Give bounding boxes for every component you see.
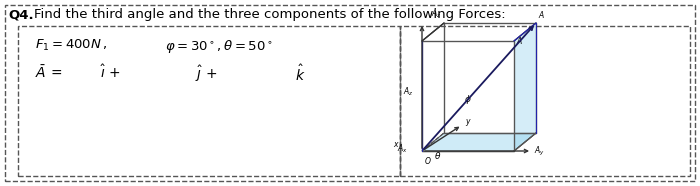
Text: $A_x$: $A_x$ [397,143,408,155]
Text: $\hat{\imath}\,+$: $\hat{\imath}\,+$ [100,64,121,81]
Text: $F_1 = 400N\,,$: $F_1 = 400N\,,$ [35,38,107,53]
Text: $\varphi = 30^\circ,\theta = 50^\circ$: $\varphi = 30^\circ,\theta = 50^\circ$ [165,38,273,55]
Text: $A_y$: $A_y$ [534,145,545,158]
Text: $\bar{A}\,=$: $\bar{A}\,=$ [35,64,62,81]
Polygon shape [514,23,536,151]
Text: $\hat{\jmath}\,+$: $\hat{\jmath}\,+$ [195,64,218,84]
Text: $\theta$: $\theta$ [434,150,441,161]
Text: $\hat{k}$: $\hat{k}$ [295,64,305,84]
Text: Find the third angle and the three components of the following Forces:: Find the third angle and the three compo… [34,8,505,21]
Text: $\phi$: $\phi$ [464,93,472,106]
Text: $O$: $O$ [424,155,432,166]
Text: $A$: $A$ [538,9,545,20]
Polygon shape [422,133,536,151]
Text: $x$: $x$ [393,140,400,149]
Text: $A_z$: $A_z$ [431,7,442,20]
Text: $A_z$: $A_z$ [403,85,414,97]
Text: $A$: $A$ [516,34,523,46]
Text: Q4.: Q4. [8,8,34,21]
Text: $y$: $y$ [465,117,472,128]
